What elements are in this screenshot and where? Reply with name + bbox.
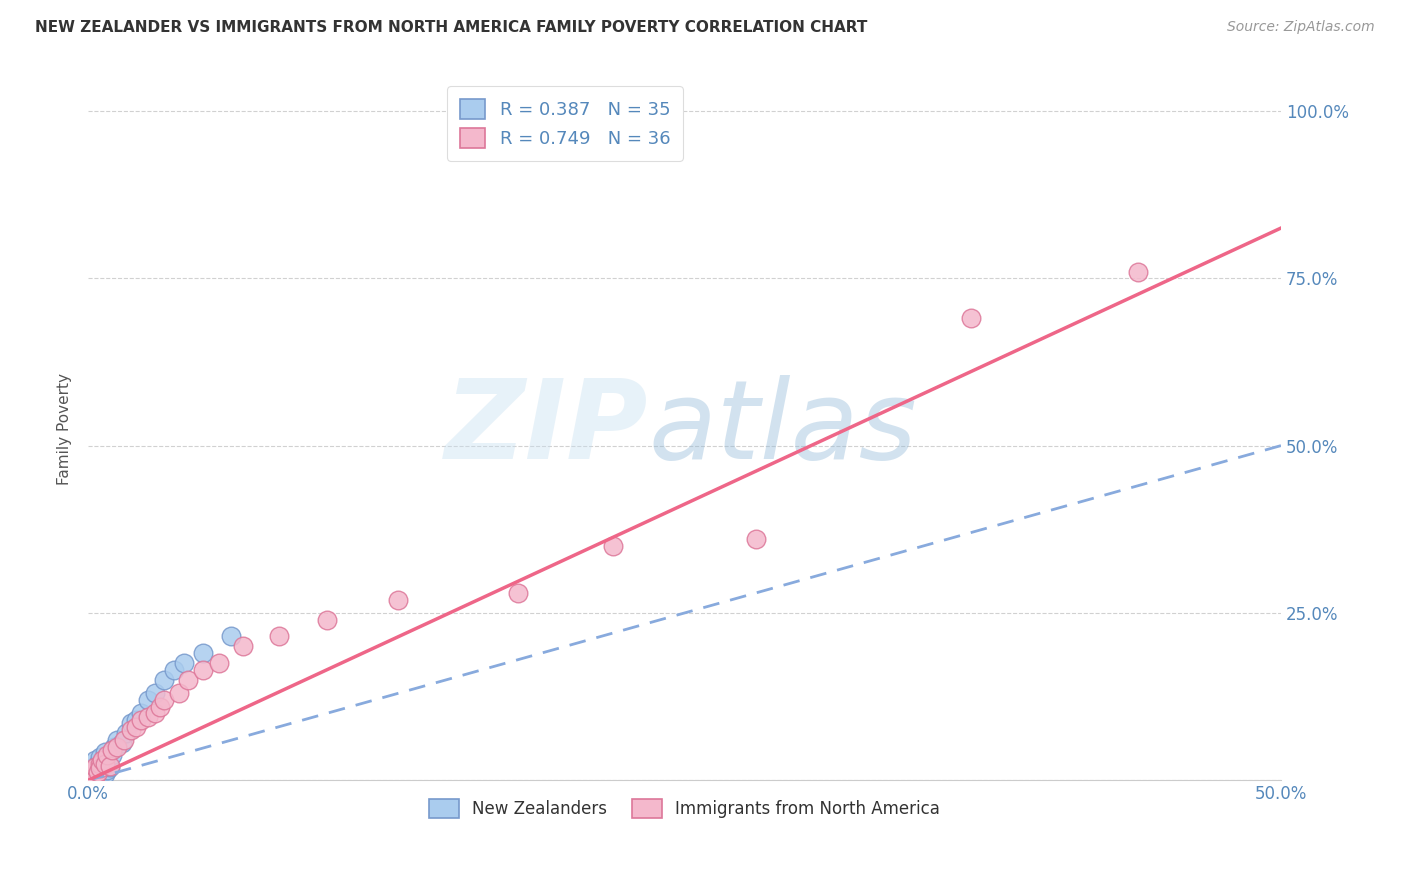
Point — [267, 629, 290, 643]
Point — [98, 758, 121, 772]
Point — [163, 663, 186, 677]
Point — [84, 770, 107, 784]
Point — [153, 693, 176, 707]
Point — [129, 713, 152, 727]
Point — [153, 673, 176, 687]
Point — [91, 753, 114, 767]
Point — [91, 765, 114, 780]
Point — [79, 768, 101, 782]
Point — [82, 765, 104, 780]
Point — [602, 539, 624, 553]
Point — [120, 716, 142, 731]
Point — [105, 733, 128, 747]
Point — [149, 699, 172, 714]
Point — [82, 764, 104, 778]
Point — [387, 592, 409, 607]
Point — [745, 533, 768, 547]
Point — [82, 761, 104, 775]
Point — [136, 709, 159, 723]
Point — [112, 733, 135, 747]
Point — [143, 686, 166, 700]
Y-axis label: Family Poverty: Family Poverty — [58, 373, 72, 485]
Point — [103, 739, 125, 754]
Point — [79, 772, 101, 786]
Text: Source: ZipAtlas.com: Source: ZipAtlas.com — [1227, 20, 1375, 34]
Point — [143, 706, 166, 721]
Point — [94, 766, 117, 780]
Point — [959, 311, 981, 326]
Point — [129, 706, 152, 721]
Point — [84, 760, 107, 774]
Point — [94, 745, 117, 759]
Point — [91, 755, 114, 769]
Point — [191, 663, 214, 677]
Point — [82, 770, 104, 784]
Point — [86, 756, 108, 771]
Point — [86, 766, 108, 780]
Legend: New Zealanders, Immigrants from North America: New Zealanders, Immigrants from North Am… — [422, 793, 948, 825]
Point — [84, 769, 107, 783]
Point — [89, 750, 111, 764]
Point — [1126, 264, 1149, 278]
Point — [89, 761, 111, 775]
Point — [84, 764, 107, 778]
Point — [173, 656, 195, 670]
Point — [82, 768, 104, 782]
Point — [98, 760, 121, 774]
Point — [105, 739, 128, 754]
Point — [96, 747, 118, 762]
Point — [79, 772, 101, 786]
Text: NEW ZEALANDER VS IMMIGRANTS FROM NORTH AMERICA FAMILY POVERTY CORRELATION CHART: NEW ZEALANDER VS IMMIGRANTS FROM NORTH A… — [35, 20, 868, 35]
Text: ZIP: ZIP — [446, 376, 648, 483]
Point — [89, 756, 111, 771]
Point — [506, 586, 529, 600]
Point — [125, 713, 148, 727]
Point — [84, 758, 107, 772]
Point — [115, 726, 138, 740]
Point — [177, 673, 200, 687]
Point — [232, 640, 254, 654]
Point — [125, 720, 148, 734]
Point — [315, 613, 337, 627]
Point — [136, 693, 159, 707]
Point — [79, 766, 101, 780]
Point — [191, 646, 214, 660]
Point — [96, 764, 118, 778]
Point — [101, 747, 124, 762]
Text: atlas: atlas — [648, 376, 917, 483]
Point — [120, 723, 142, 737]
Point — [208, 656, 231, 670]
Point — [221, 629, 243, 643]
Point — [94, 756, 117, 771]
Point — [84, 753, 107, 767]
Point — [110, 737, 132, 751]
Point — [86, 765, 108, 780]
Point — [167, 686, 190, 700]
Point — [101, 743, 124, 757]
Point — [89, 768, 111, 782]
Point — [89, 761, 111, 775]
